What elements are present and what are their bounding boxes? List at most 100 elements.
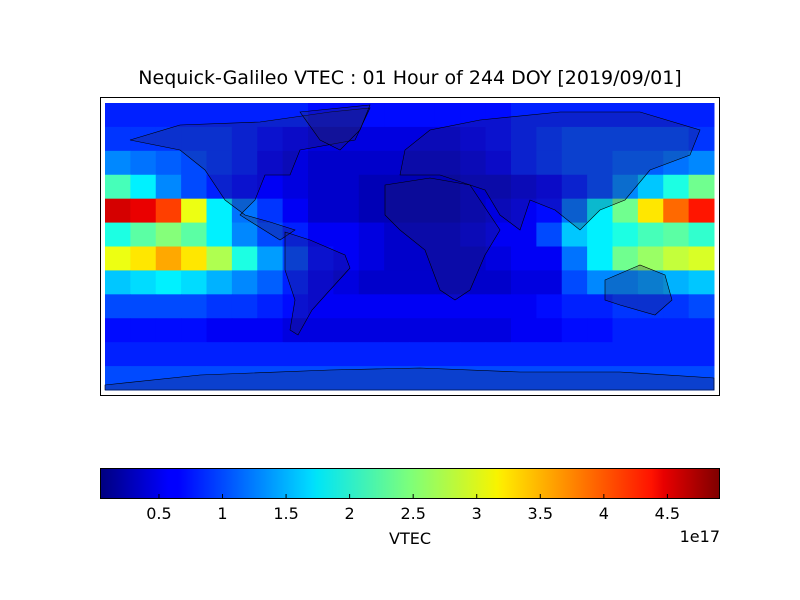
heatmap-cell	[130, 294, 157, 319]
heatmap-cell	[384, 366, 410, 391]
heatmap-cell	[231, 366, 258, 391]
heatmap-cell	[460, 174, 487, 200]
heatmap-cell	[206, 270, 233, 295]
heatmap-cell	[587, 294, 613, 319]
heatmap-cell	[105, 222, 131, 247]
heatmap-cell	[561, 294, 588, 319]
heatmap-cell	[105, 174, 131, 200]
heatmap-cell	[257, 294, 284, 319]
heatmap-cell	[308, 222, 334, 247]
heatmap-cell	[460, 222, 487, 247]
heatmap-cell	[637, 246, 664, 271]
heatmap-cell	[155, 294, 182, 319]
colorbar-tick-label: 2.5	[400, 504, 425, 523]
heatmap-cell	[485, 342, 512, 367]
heatmap-cell	[688, 222, 715, 247]
heatmap-cell	[282, 366, 309, 391]
heatmap-cell	[536, 270, 563, 295]
heatmap-cell	[536, 198, 563, 224]
colorbar	[100, 468, 720, 499]
heatmap-cell	[231, 270, 258, 295]
heatmap-cell	[333, 294, 360, 319]
heatmap-cell	[663, 294, 690, 319]
heatmap-cell	[434, 126, 461, 152]
heatmap-cell	[485, 246, 512, 271]
colorbar-tick-label: 4	[599, 504, 609, 523]
heatmap-cell	[384, 318, 410, 343]
chart-title: Nequick-Galileo VTEC : 01 Hour of 244 DO…	[138, 67, 681, 89]
heatmap-cell	[637, 126, 664, 152]
heatmap-cell	[358, 150, 385, 176]
heatmap-cell	[282, 198, 309, 224]
heatmap-cell	[155, 198, 182, 224]
heatmap-cell	[587, 103, 613, 128]
heatmap-cell	[257, 103, 284, 128]
heatmap-cell	[206, 126, 233, 152]
heatmap-cell	[384, 198, 410, 224]
heatmap-cell	[460, 150, 487, 176]
heatmap-cell	[231, 198, 258, 224]
heatmap-cell	[333, 342, 360, 367]
heatmap-cell	[536, 150, 563, 176]
heatmap-cell	[460, 318, 487, 343]
colorbar-tick-label: 3	[472, 504, 482, 523]
heatmap-cell	[358, 246, 385, 271]
heatmap-cell	[511, 294, 537, 319]
heatmap-cell	[561, 270, 588, 295]
heatmap-cell	[308, 103, 334, 128]
heatmap-cell	[231, 150, 258, 176]
heatmap-cell	[434, 222, 461, 247]
heatmap-cell	[511, 270, 537, 295]
heatmap-cell	[257, 222, 284, 247]
heatmap-cell	[663, 174, 690, 200]
continents	[104, 104, 715, 391]
heatmap-cell	[663, 366, 690, 391]
heatmap-cell	[181, 366, 207, 391]
heatmap-cell	[257, 318, 284, 343]
colorbar-tick-label: 2	[345, 504, 355, 523]
heatmap-cell	[637, 222, 664, 247]
heatmap-cell	[181, 342, 207, 367]
heatmap-cell	[384, 246, 410, 271]
heatmap-cell	[409, 366, 436, 391]
heatmap-cell	[688, 366, 715, 391]
heatmap-cell	[485, 174, 512, 200]
heatmap-cell	[688, 246, 715, 271]
heatmap-cell	[231, 246, 258, 271]
heatmap-cell	[663, 222, 690, 247]
heatmap-cell	[663, 246, 690, 271]
heatmap-cell	[485, 270, 512, 295]
heatmap-cell	[333, 366, 360, 391]
heatmap-cell	[587, 270, 613, 295]
heatmap-cell	[384, 342, 410, 367]
heatmap-cell	[333, 270, 360, 295]
colorbar-label: VTEC	[389, 529, 431, 548]
heatmap-cell	[587, 342, 613, 367]
heatmap-cell	[105, 246, 131, 271]
heatmap-cell	[536, 294, 563, 319]
heatmap-cell	[384, 174, 410, 200]
heatmap-cell	[308, 342, 334, 367]
heatmap-cell	[409, 294, 436, 319]
heatmap-cell	[206, 294, 233, 319]
heatmap-cell	[663, 198, 690, 224]
heatmap-cell	[308, 294, 334, 319]
colorbar-offset: 1e17	[680, 527, 720, 546]
heatmap-cell	[485, 222, 512, 247]
heatmap-cell	[155, 222, 182, 247]
heatmap-cell	[587, 318, 613, 343]
heatmap-cell	[333, 126, 360, 152]
heatmap-cell	[561, 318, 588, 343]
heatmap-cell	[257, 342, 284, 367]
heatmap-cell	[257, 366, 284, 391]
heatmap-cell	[688, 150, 715, 176]
heatmap-cell	[181, 198, 207, 224]
heatmap-cell	[637, 270, 664, 295]
heatmap-cell	[536, 318, 563, 343]
heatmap-cell	[587, 150, 613, 176]
heatmap-cell	[536, 126, 563, 152]
heatmap-cell	[409, 126, 436, 152]
heatmap-cell	[282, 318, 309, 343]
heatmap-cell	[282, 270, 309, 295]
